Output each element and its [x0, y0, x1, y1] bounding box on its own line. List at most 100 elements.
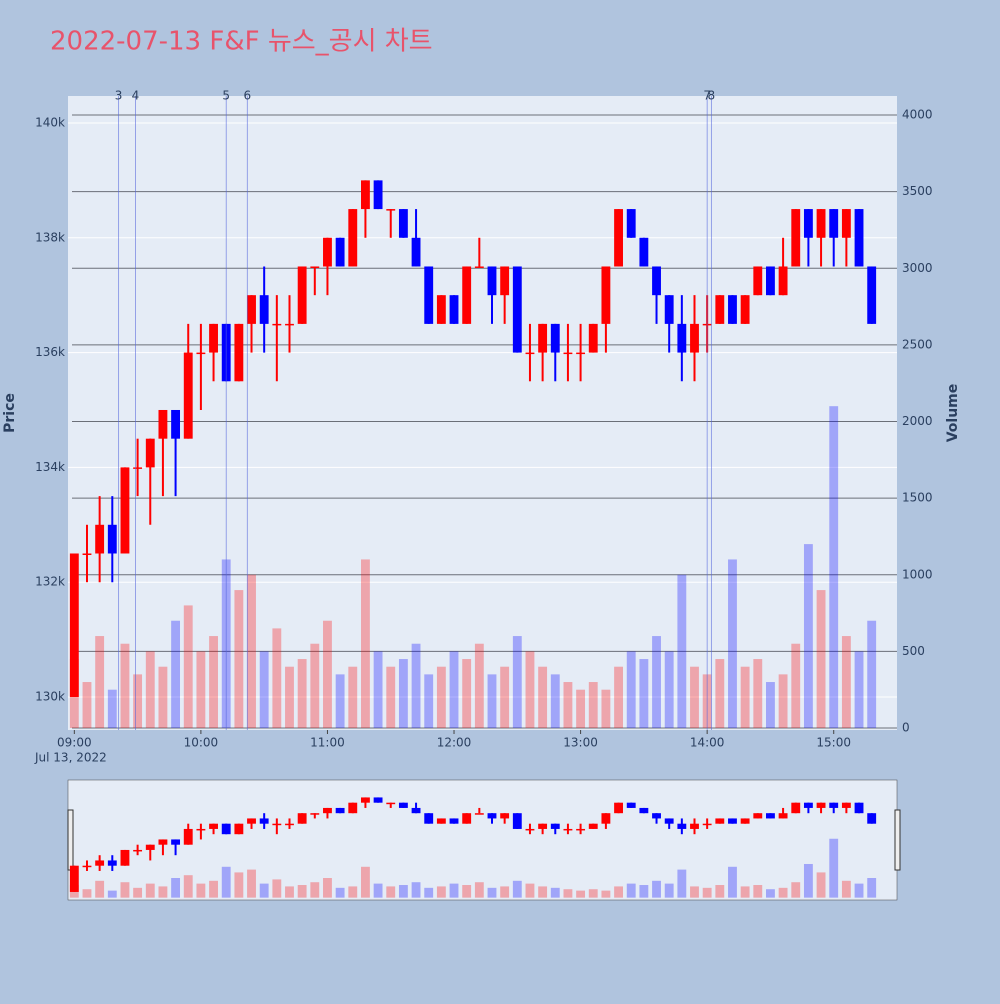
x-tick-label: 12:00	[437, 736, 472, 750]
candle-body	[563, 352, 573, 355]
slider-candle-body	[348, 802, 358, 814]
volume-bar	[82, 682, 92, 729]
volume-bar	[133, 674, 143, 729]
slider-candle-body	[728, 818, 737, 824]
slider-candle-body	[69, 865, 79, 892]
slider-candle-body	[436, 818, 446, 824]
slider-candle-body	[626, 802, 636, 808]
slider-volume-bar	[398, 885, 408, 898]
volume-bar	[614, 666, 623, 729]
slider-candle-body	[158, 839, 168, 845]
slider-volume-bar	[221, 866, 231, 898]
candle-body	[474, 266, 484, 268]
candle-body	[778, 266, 788, 296]
slider-volume-bar	[867, 878, 877, 898]
slider-candle-body	[500, 813, 510, 819]
slider-candle-body	[753, 813, 763, 819]
volume-bar	[411, 643, 421, 729]
slider-volume-bar	[323, 878, 332, 898]
slider-volume-bar	[196, 883, 206, 898]
candle-body	[209, 323, 218, 353]
slider-volume-bar	[854, 883, 864, 898]
candle-body	[424, 266, 434, 324]
news-label: 8	[708, 89, 716, 103]
slider-volume-bar	[601, 890, 611, 898]
volume-bar	[183, 605, 193, 729]
y-tick-label: 132k	[35, 575, 65, 589]
slider-candle-body	[133, 849, 143, 852]
slider-candle-body	[386, 802, 396, 805]
slider-volume-bar	[171, 878, 181, 898]
slider-volume-bar	[234, 872, 244, 898]
candle-body	[601, 266, 611, 324]
volume-bar	[272, 628, 282, 729]
slider-volume-bar	[360, 866, 370, 898]
news-label: 7	[703, 89, 711, 103]
slider-volume-bar	[690, 886, 699, 898]
candle-body	[120, 467, 130, 554]
slider-volume-bar	[424, 887, 434, 898]
volume-bar	[259, 651, 269, 729]
slider-volume-bar	[563, 889, 573, 898]
range-slider[interactable]	[67, 779, 898, 901]
slider-volume-bar	[614, 886, 623, 898]
volume-bar	[652, 636, 661, 729]
slider-volume-bar	[145, 883, 155, 898]
candle-body	[436, 295, 446, 324]
slider-candle-body	[690, 823, 699, 829]
volume-bar	[854, 651, 864, 729]
volume-bar	[95, 636, 105, 729]
volume-bar	[234, 590, 244, 729]
slider-volume-bar	[778, 887, 788, 898]
y2-tick-label: 1500	[902, 491, 933, 505]
slider-candle-body	[424, 813, 434, 824]
slider-volume-bar	[740, 886, 750, 898]
candle-body	[247, 295, 256, 324]
y-tick-label: 134k	[35, 460, 65, 474]
y-tick-label: 136k	[35, 345, 65, 359]
x-tick-label: 10:00	[184, 736, 219, 750]
slider-candle-body	[196, 828, 206, 831]
candle-body	[829, 209, 839, 238]
volume-bar	[588, 682, 598, 729]
slider-candle-body	[259, 818, 269, 824]
candle-body	[335, 237, 345, 267]
candle-body	[449, 295, 459, 324]
candle-body	[512, 266, 522, 353]
slider-handle[interactable]	[67, 809, 74, 871]
candle-body	[576, 352, 586, 355]
y2-tick-label: 2500	[902, 337, 933, 351]
slider-volume-bar	[310, 882, 320, 898]
slider-handle[interactable]	[894, 809, 901, 871]
slider-volume-bar	[753, 885, 763, 898]
slider-candle-body	[487, 813, 497, 819]
x-tick-label: 14:00	[690, 736, 725, 750]
slider-volume-bar	[538, 886, 548, 898]
slider-candle-body	[550, 823, 560, 829]
slider-volume-bar	[259, 883, 269, 898]
volume-bar	[436, 666, 446, 729]
candle-body	[588, 323, 598, 353]
candle-body	[525, 352, 535, 355]
slider-candle-body	[82, 865, 92, 868]
candle-body	[171, 409, 181, 439]
slider-volume-bar	[639, 885, 649, 898]
candle-body	[310, 266, 320, 268]
volume-bar	[791, 643, 801, 729]
news-label: 5	[222, 89, 230, 103]
candle-body	[95, 524, 105, 554]
slider-volume-bar	[766, 889, 775, 898]
y2-tick-label: 0	[902, 721, 910, 735]
volume-bar	[386, 666, 396, 729]
slider-candle-body	[576, 828, 586, 831]
x-tick-label: 09:00	[57, 736, 92, 750]
volume-bar	[803, 544, 813, 729]
slider-candle-body	[145, 844, 155, 850]
candle-body	[854, 209, 864, 267]
candle-body	[196, 352, 206, 355]
volume-bar	[576, 689, 586, 729]
slider-volume-bar	[652, 880, 661, 898]
candle-body	[791, 209, 801, 267]
slider-candle-body	[285, 823, 294, 826]
